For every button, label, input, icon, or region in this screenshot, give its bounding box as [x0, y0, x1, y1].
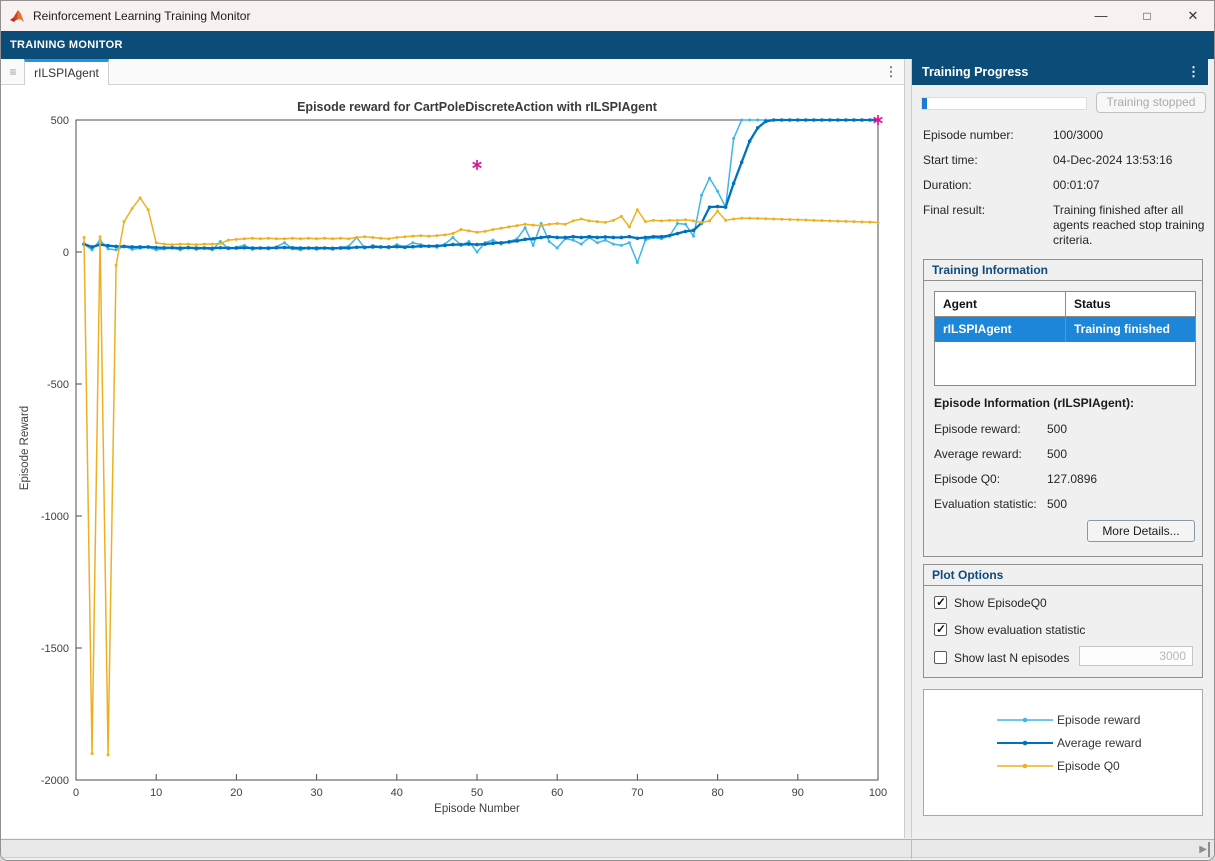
svg-text:80: 80	[711, 787, 723, 799]
agent-column-header: Agent	[935, 292, 1065, 316]
training-progress-panel: Training Progress ⋮ Training stopped Epi…	[912, 59, 1215, 838]
chart-title: Episode reward for CartPoleDiscreteActio…	[76, 100, 878, 114]
final-result-value: Training finished after all agents reach…	[1053, 203, 1205, 248]
scroll-end-icon[interactable]: ▶	[1199, 842, 1210, 857]
agent-cell: rILSPIAgent	[935, 317, 1065, 342]
reward-chart[interactable]: 0 10 20 30 40 50 60 70 80 90 100 500 0 -500 -1000 -1500…	[1, 85, 904, 838]
svg-text:70: 70	[631, 787, 643, 799]
start-time-label: Start time:	[923, 153, 1051, 167]
episode-information-title: Episode Information (rILSPIAgent):	[934, 396, 1134, 410]
more-details-button[interactable]: More Details...	[1087, 520, 1195, 542]
horizontal-scrollbar[interactable]: ▶	[1, 839, 1215, 858]
svg-text:-500: -500	[47, 379, 69, 391]
svg-text:10: 10	[150, 787, 162, 799]
episode-reward-line-icon	[997, 715, 1053, 725]
svg-text:50: 50	[471, 787, 483, 799]
episode-number-value: 100/3000	[1053, 128, 1205, 143]
plot-options-section: Plot Options Show EpisodeQ0 Show evaluat…	[923, 564, 1203, 678]
svg-text:-1500: -1500	[41, 643, 69, 655]
svg-text:0: 0	[63, 247, 69, 259]
training-stopped-button[interactable]: Training stopped	[1096, 92, 1206, 113]
show-last-n-episodes-label: Show last N episodes	[954, 651, 1069, 665]
ribbon-tab-training-monitor[interactable]: TRAINING MONITOR	[10, 31, 123, 59]
agent-status-table: Agent Status rILSPIAgent Training finish…	[934, 291, 1196, 386]
last-n-episodes-input[interactable]	[1079, 646, 1193, 666]
training-progress-fill	[922, 98, 927, 109]
svg-text:500: 500	[51, 115, 69, 127]
app-window: Reinforcement Learning Training Monitor …	[0, 0, 1215, 861]
minimize-button[interactable]: —	[1078, 1, 1124, 31]
duration-value: 00:01:07	[1053, 178, 1205, 193]
status-column-header: Status	[1065, 292, 1195, 316]
tab-overflow-menu-icon[interactable]: ⋮	[881, 59, 901, 85]
show-evaluation-statistic-label: Show evaluation statistic	[954, 623, 1085, 637]
svg-text:40: 40	[391, 787, 403, 799]
panel-splitter[interactable]	[904, 59, 912, 838]
evaluation-statistic-label: Evaluation statistic:	[934, 497, 1037, 511]
episode-q0-value: 127.0896	[1047, 472, 1097, 486]
duration-label: Duration:	[923, 178, 1051, 192]
ribbon-bar: TRAINING MONITOR	[1, 31, 1215, 59]
training-progress-header: Training Progress ⋮	[912, 59, 1208, 85]
chart-panel: 0 10 20 30 40 50 60 70 80 90 100 500 0 -500 -1000 -1500…	[1, 85, 904, 838]
titlebar: Reinforcement Learning Training Monitor …	[1, 1, 1215, 31]
tab-rilspiagent[interactable]: rILSPIAgent	[24, 59, 109, 85]
episode-q0-label: Episode Q0:	[934, 472, 1000, 486]
show-episodeq0-label: Show EpisodeQ0	[954, 596, 1047, 610]
legend-label: Episode reward	[1057, 712, 1140, 728]
svg-text:20: 20	[230, 787, 242, 799]
plot-options-title: Plot Options	[924, 565, 1202, 586]
agent-table-header: Agent Status	[935, 292, 1195, 317]
evaluation-statistic-value: 500	[1047, 497, 1067, 511]
y-axis-label: Episode Reward	[19, 118, 31, 778]
scrollbar-divider	[911, 840, 912, 859]
chart-legend: Episode reward Average reward Episode Q0	[923, 689, 1203, 816]
show-last-n-episodes-checkbox[interactable]	[934, 651, 947, 664]
average-reward-value: 500	[1047, 447, 1067, 461]
average-reward-line-icon	[997, 738, 1053, 748]
x-axis-label: Episode Number	[76, 803, 878, 815]
svg-text:90: 90	[792, 787, 804, 799]
training-progress-title: Training Progress	[922, 59, 1028, 85]
maximize-button[interactable]: □	[1124, 1, 1170, 31]
start-time-value: 04-Dec-2024 13:53:16	[1053, 153, 1205, 168]
table-row[interactable]: rILSPIAgent Training finished	[935, 317, 1195, 342]
legend-label: Episode Q0	[1057, 758, 1120, 774]
close-button[interactable]: ✕	[1170, 1, 1215, 31]
svg-text:30: 30	[310, 787, 322, 799]
matlab-logo-icon	[10, 8, 26, 24]
episode-reward-value: 500	[1047, 422, 1067, 436]
document-tab-bar: ≡ rILSPIAgent ⋮	[1, 59, 904, 85]
training-information-section: Training Information Agent Status rILSPI…	[923, 259, 1203, 557]
episode-number-label: Episode number:	[923, 128, 1051, 142]
window-title: Reinforcement Learning Training Monitor	[33, 1, 250, 31]
final-result-label: Final result:	[923, 203, 1051, 217]
training-progress-bar	[921, 97, 1087, 110]
episode-reward-label: Episode reward:	[934, 422, 1021, 436]
average-reward-label: Average reward:	[934, 447, 1022, 461]
show-episodeq0-checkbox[interactable]	[934, 596, 947, 609]
legend-label: Average reward	[1057, 735, 1142, 751]
svg-text:-1000: -1000	[41, 511, 69, 523]
tab-drag-handle-icon[interactable]: ≡	[5, 62, 21, 82]
status-cell: Training finished	[1065, 317, 1195, 342]
svg-text:100: 100	[869, 787, 887, 799]
status-bar: ▶	[1, 838, 1215, 861]
episode-q0-line-icon	[997, 761, 1053, 771]
svg-text:0: 0	[73, 787, 79, 799]
svg-text:60: 60	[551, 787, 563, 799]
show-evaluation-statistic-checkbox[interactable]	[934, 623, 947, 636]
svg-text:-2000: -2000	[41, 775, 69, 787]
training-information-title: Training Information	[924, 260, 1202, 281]
tab-label: rILSPIAgent	[34, 66, 99, 80]
panel-menu-icon[interactable]: ⋮	[1187, 59, 1200, 85]
